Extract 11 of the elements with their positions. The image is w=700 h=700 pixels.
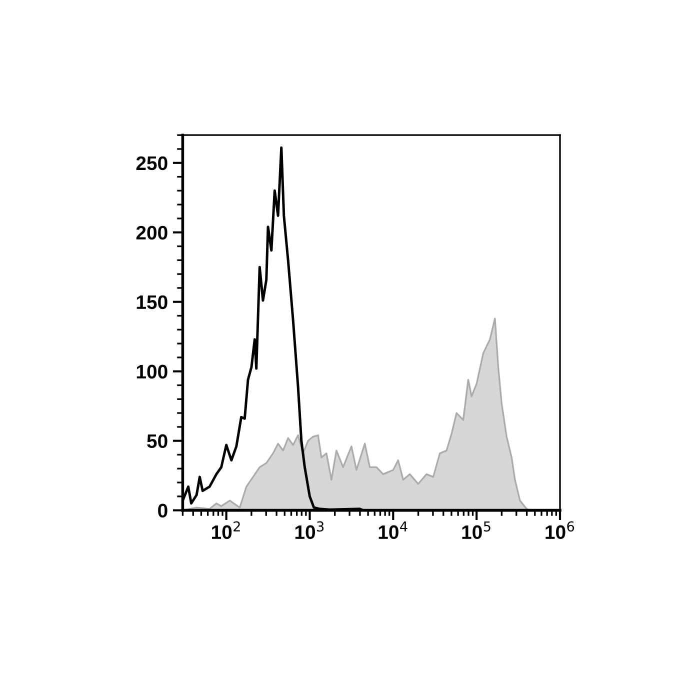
y-tick-label: 0: [158, 504, 168, 518]
y-tick-label: 150: [136, 295, 168, 310]
x-tick-label: 10$^{4}$: [378, 521, 408, 540]
y-tick-label: 50: [147, 434, 168, 448]
y-tick-label: 200: [136, 226, 168, 240]
x-tick-label: 10$^{6}$: [546, 521, 574, 540]
x-tick-label: 10$^{3}$: [295, 521, 324, 540]
y-tick-label: 100: [136, 364, 168, 379]
x-tick-label: 10$^{2}$: [212, 521, 240, 540]
y-tick-label: 250: [136, 156, 168, 170]
x-tick-label: 10$^{5}$: [462, 521, 490, 540]
